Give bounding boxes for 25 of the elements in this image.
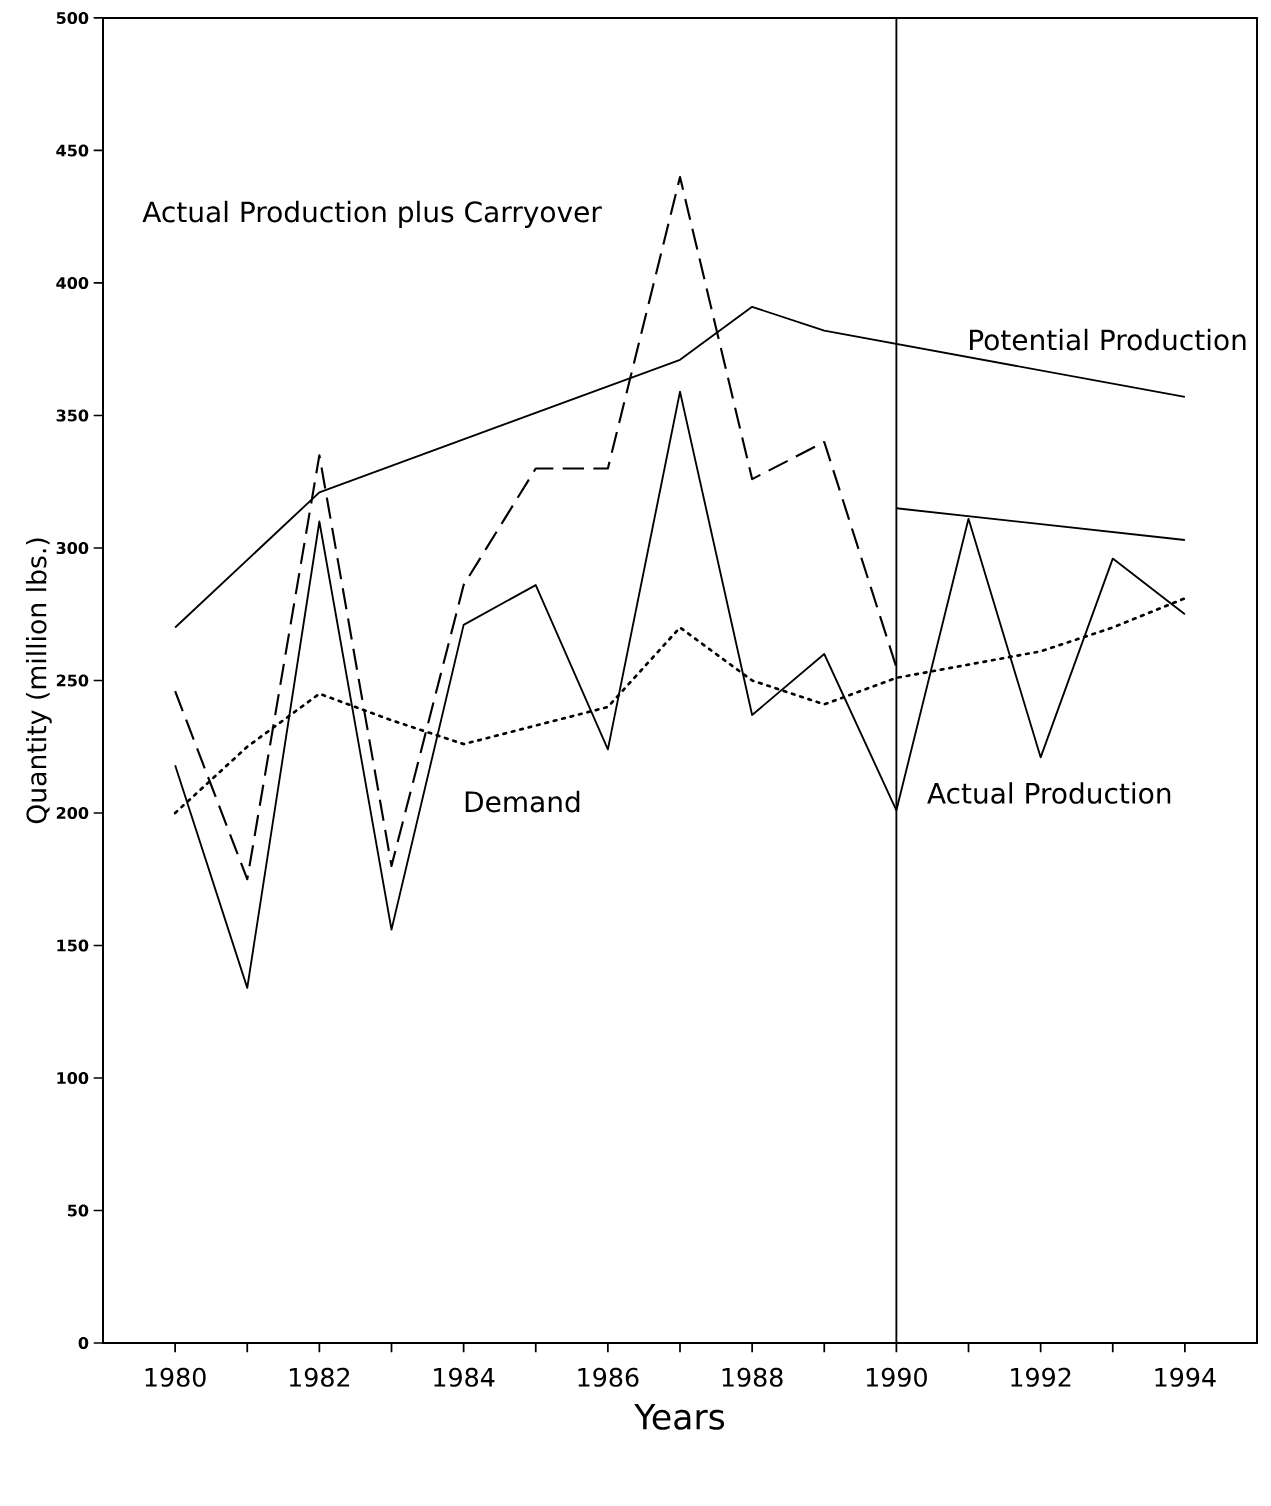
y-tick-label: 250	[56, 674, 89, 687]
y-tick-label: 450	[56, 144, 89, 157]
y-tick-label: 200	[56, 806, 89, 820]
series-label: Actual Production	[927, 782, 1171, 804]
x-tick-label: 1992	[1011, 1367, 1071, 1387]
x-tick-label: 1990	[866, 1367, 927, 1387]
y-tick-label: 300	[56, 541, 89, 555]
y-tick-label: 400	[56, 276, 89, 290]
x-tick-label: 1994	[1155, 1367, 1216, 1387]
y-tick-label: 500	[56, 11, 89, 25]
y-tick-label: 150	[57, 939, 89, 952]
text: Actual Production plus Carryover	[142, 200, 602, 228]
series-label: Potential Production	[970, 328, 1246, 351]
x-tick-label: 1984	[434, 1367, 495, 1387]
x-tick-label: 1982	[289, 1367, 350, 1387]
y-tick-label: 50	[67, 1204, 89, 1217]
x-axis-title: Years	[634, 1404, 725, 1430]
y-tick-label: 100	[57, 1071, 89, 1085]
y-tick-label: 0	[78, 1336, 89, 1350]
x-tick-label: 1986	[578, 1367, 639, 1387]
x-tick-label: 1980	[145, 1367, 206, 1387]
series-label: Demand	[465, 790, 580, 813]
x-tick-label: 1988	[722, 1367, 783, 1387]
y-tick-label: 350	[56, 409, 89, 422]
y-axis-title: Quantity (million lbs.)	[25, 538, 52, 824]
